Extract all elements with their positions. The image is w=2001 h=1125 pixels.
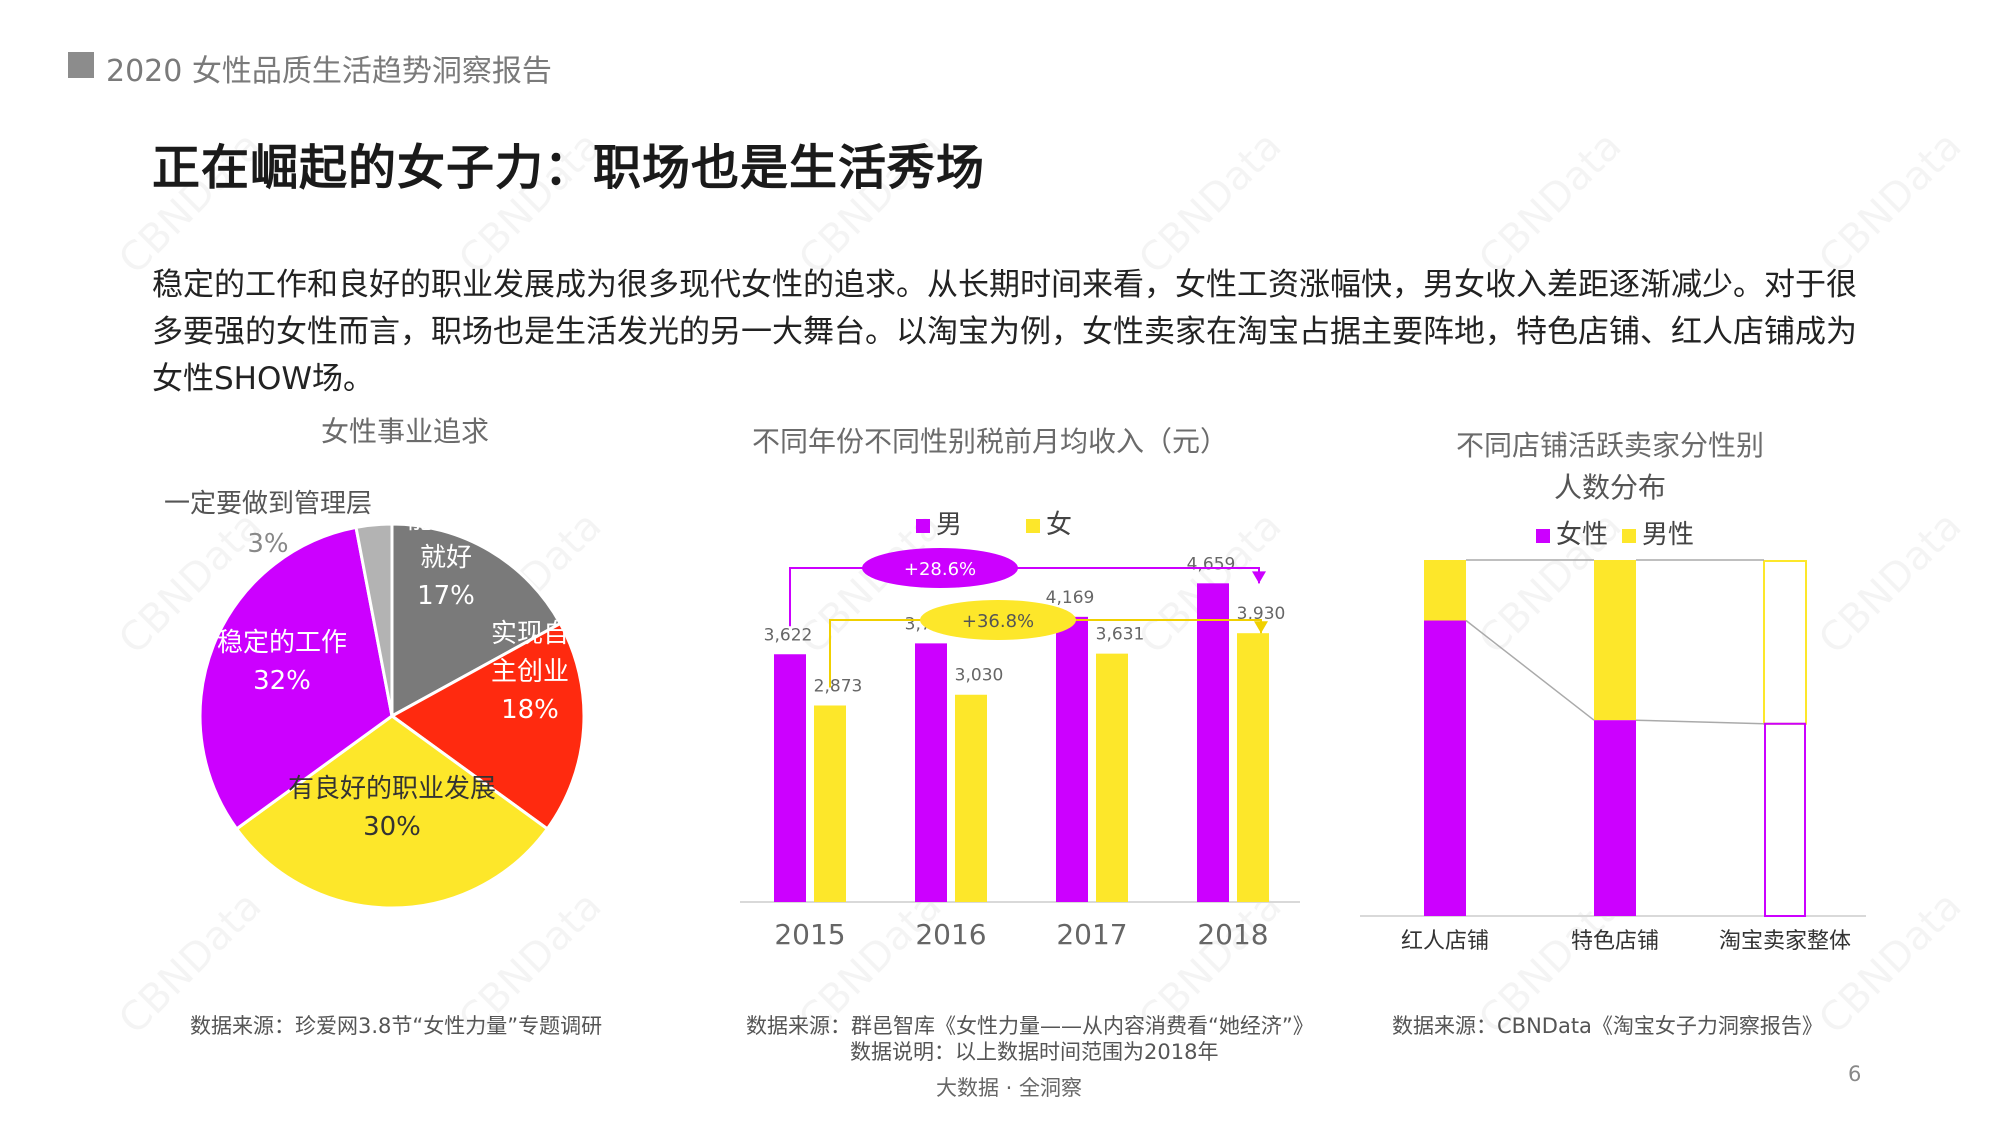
stack-segment-female — [1424, 620, 1466, 916]
legend-male-seller-swatch — [1622, 528, 1636, 543]
page-number: 6 — [1848, 1062, 1862, 1086]
legend-male-seller: 男性 — [1622, 514, 1694, 551]
x-tick-label: 2016 — [915, 918, 986, 951]
pie-value-label: 30% — [363, 812, 421, 842]
growth-badge-female — [920, 600, 1076, 640]
bar-value-label: 4,169 — [1046, 588, 1095, 608]
x-tick-label: 2015 — [774, 918, 845, 951]
bar — [1237, 633, 1269, 902]
pie-value-label: 3% — [247, 529, 288, 559]
legend-female-swatch — [1026, 518, 1040, 533]
legend-female-seller-swatch — [1536, 528, 1550, 543]
legend-male: 男 — [916, 504, 962, 541]
legend-male-seller-label: 男性 — [1642, 520, 1695, 550]
stack-segment-female — [1594, 720, 1636, 916]
pie-slice-label: 能赚钱 — [407, 505, 485, 535]
bar — [774, 654, 806, 902]
pie-value-label: 32% — [253, 666, 311, 696]
bar-value-label: 2,873 — [814, 676, 863, 696]
growth-label-female: +36.8% — [962, 611, 1034, 632]
x-tick-label: 淘宝卖家整体 — [1719, 929, 1851, 954]
legend-female: 女 — [1026, 504, 1072, 541]
legend-female-seller-label: 女性 — [1556, 520, 1609, 550]
income-source-line-1: 数据来源：群邑智库《女性力量——从内容消费看“她经济”》 — [746, 1014, 1314, 1038]
bar — [915, 643, 947, 902]
pie-source: 数据来源：珍爱网3.8节“女性力量”专题调研 — [190, 1014, 603, 1038]
header-marker — [68, 52, 94, 78]
x-tick-label: 红人店铺 — [1401, 929, 1489, 954]
bar-value-label: 3,030 — [955, 666, 1004, 686]
pie-slice — [390, 522, 563, 719]
income-source-line-2: 数据说明：以上数据时间范围为2018年 — [850, 1040, 1219, 1064]
growth-label-male: +28.6% — [904, 559, 976, 580]
x-tick-label: 2017 — [1056, 918, 1127, 951]
pie-slice-label: 主创业 — [491, 657, 569, 687]
intro-paragraph: 稳定的工作和良好的职业发展成为很多现代女性的追求。从长期时间来看，女性工资涨幅快… — [152, 267, 1857, 397]
pie-slice — [354, 522, 394, 717]
pie-slice — [198, 525, 394, 831]
stack-segment-female — [1764, 722, 1806, 918]
legend-male-swatch — [916, 518, 930, 533]
stack-segment-male — [1594, 560, 1636, 721]
connector-line — [1465, 619, 1595, 721]
legend-male-label: 男 — [936, 510, 963, 540]
bar — [1056, 616, 1088, 902]
pie-slice-label: 就好 — [420, 543, 472, 573]
bar — [814, 705, 846, 902]
arrowhead-male — [1252, 571, 1266, 584]
bar — [955, 694, 987, 902]
pie-slice-label: 一定要做到管理层 — [164, 489, 372, 519]
x-tick-label: 特色店铺 — [1571, 929, 1659, 954]
bar-value-label: 4,659 — [1187, 554, 1236, 574]
pie-slice — [234, 714, 550, 910]
pie-value-label: 17% — [417, 581, 475, 611]
pie-value-label: 18% — [501, 695, 559, 725]
pie-slice-label: 实现自 — [491, 619, 569, 649]
pie-slice-label: 稳定的工作 — [217, 628, 347, 658]
income-chart-title: 不同年份不同性别税前月均收入（元） — [751, 425, 1228, 458]
shop-chart-title-line-2: 人数分布 — [1553, 471, 1666, 504]
x-tick-label: 2018 — [1197, 918, 1268, 951]
stack-segment-male — [1424, 560, 1466, 621]
pie-chart-title: 女性事业追求 — [320, 415, 489, 448]
bar-value-label: 3,631 — [1096, 625, 1145, 645]
growth-badge-male — [862, 548, 1018, 588]
arrowhead-female — [1254, 621, 1268, 634]
pie-slice — [389, 621, 586, 831]
pie-slice-label: 有良好的职业发展 — [288, 774, 496, 804]
connector-line — [1635, 719, 1765, 725]
report-title: 2020 女性品质生活趋势洞察报告 — [106, 54, 552, 89]
bar — [1096, 653, 1128, 902]
shop-chart-title-line-1: 不同店铺活跃卖家分性别 — [1455, 429, 1764, 462]
bar — [1197, 583, 1229, 902]
page-title: 正在崛起的女子力：职场也是生活秀场 — [152, 140, 986, 196]
stack-segment-male — [1763, 560, 1807, 725]
shop-source: 数据来源：CBNData《淘宝女子力洞察报告》 — [1392, 1014, 1823, 1038]
footer-slogan: 大数据 · 全洞察 — [936, 1076, 1083, 1100]
bar-value-label: 3,622 — [764, 625, 813, 645]
legend-female-seller: 女性 — [1536, 514, 1608, 551]
legend-female-label: 女 — [1046, 510, 1073, 540]
